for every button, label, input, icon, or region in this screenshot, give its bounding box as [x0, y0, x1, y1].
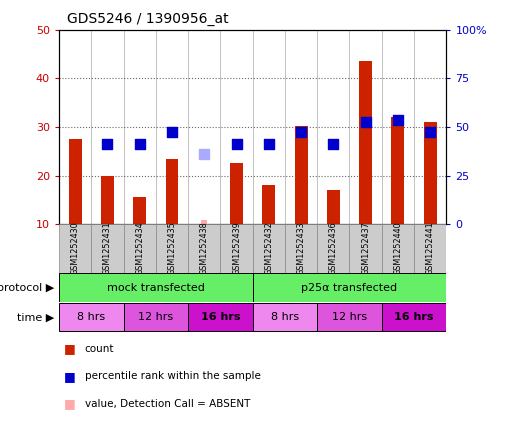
Bar: [391, 117, 404, 224]
Bar: [252, 303, 317, 332]
Bar: [124, 303, 188, 332]
Bar: [91, 224, 124, 273]
Bar: [424, 122, 437, 224]
Bar: [69, 139, 82, 224]
Text: GSM1252440: GSM1252440: [393, 222, 402, 275]
Point: [297, 129, 305, 135]
Text: percentile rank within the sample: percentile rank within the sample: [85, 371, 261, 382]
Point: [168, 129, 176, 135]
Text: 12 hrs: 12 hrs: [139, 312, 173, 322]
Point: [135, 140, 144, 147]
Bar: [382, 224, 414, 273]
Text: GSM1252439: GSM1252439: [232, 222, 241, 275]
Text: GSM1252433: GSM1252433: [297, 222, 306, 275]
Bar: [230, 163, 243, 224]
Bar: [101, 176, 114, 224]
Bar: [327, 190, 340, 224]
Bar: [166, 159, 179, 224]
Text: ■: ■: [64, 398, 76, 410]
Bar: [188, 303, 252, 332]
Bar: [294, 126, 307, 224]
Bar: [59, 273, 252, 302]
Point: [200, 150, 208, 157]
Text: 12 hrs: 12 hrs: [332, 312, 367, 322]
Text: 8 hrs: 8 hrs: [271, 312, 299, 322]
Text: GSM1252436: GSM1252436: [329, 222, 338, 275]
Text: p25α transfected: p25α transfected: [302, 283, 398, 293]
Bar: [59, 303, 124, 332]
Text: mock transfected: mock transfected: [107, 283, 205, 293]
Text: count: count: [85, 344, 114, 354]
Bar: [359, 61, 372, 224]
Bar: [252, 224, 285, 273]
Text: GSM1252430: GSM1252430: [71, 222, 80, 275]
Point: [232, 140, 241, 147]
Bar: [124, 224, 156, 273]
Point: [103, 140, 111, 147]
Bar: [285, 224, 317, 273]
Text: GSM1252435: GSM1252435: [167, 222, 176, 275]
Point: [362, 119, 370, 126]
Text: GSM1252441: GSM1252441: [426, 222, 435, 275]
Bar: [414, 224, 446, 273]
Text: protocol ▶: protocol ▶: [0, 283, 54, 293]
Text: ■: ■: [64, 370, 76, 383]
Bar: [133, 198, 146, 224]
Bar: [156, 224, 188, 273]
Bar: [382, 303, 446, 332]
Text: time ▶: time ▶: [16, 312, 54, 322]
Point: [394, 116, 402, 123]
Bar: [262, 185, 275, 224]
Point: [329, 140, 338, 147]
Text: GSM1252431: GSM1252431: [103, 222, 112, 275]
Text: GDS5246 / 1390956_at: GDS5246 / 1390956_at: [67, 12, 228, 26]
Bar: [188, 224, 221, 273]
Bar: [317, 303, 382, 332]
Text: GSM1252437: GSM1252437: [361, 222, 370, 275]
Bar: [317, 224, 349, 273]
Text: GSM1252434: GSM1252434: [135, 222, 144, 275]
Bar: [349, 224, 382, 273]
Text: 8 hrs: 8 hrs: [77, 312, 105, 322]
Bar: [201, 220, 207, 224]
Text: GSM1252438: GSM1252438: [200, 222, 209, 275]
Point: [426, 129, 435, 135]
Text: 16 hrs: 16 hrs: [201, 312, 240, 322]
Text: ■: ■: [64, 343, 76, 355]
Bar: [221, 224, 252, 273]
Bar: [252, 273, 446, 302]
Text: value, Detection Call = ABSENT: value, Detection Call = ABSENT: [85, 399, 250, 409]
Bar: [59, 224, 91, 273]
Point: [265, 140, 273, 147]
Text: GSM1252432: GSM1252432: [264, 222, 273, 275]
Text: 16 hrs: 16 hrs: [394, 312, 434, 322]
